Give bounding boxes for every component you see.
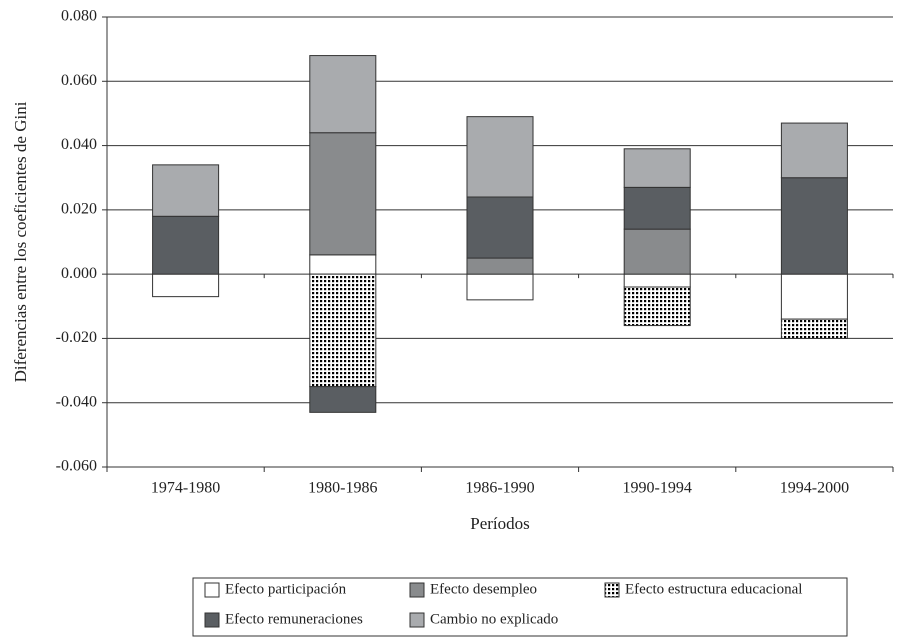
bar-segment bbox=[152, 273, 220, 298]
bar-segment bbox=[152, 164, 220, 217]
bar-segment bbox=[623, 186, 691, 230]
y-tick-label: 0.040 bbox=[61, 136, 97, 153]
legend-label: Efecto estructura educacional bbox=[625, 581, 802, 597]
bar-segment bbox=[780, 273, 848, 320]
legend-swatch bbox=[409, 582, 425, 598]
y-tick-label: 0.080 bbox=[61, 8, 97, 25]
y-axis-label: Diferencias entre los coeficientes de Gi… bbox=[11, 101, 30, 382]
bar-segment bbox=[466, 196, 534, 259]
legend-swatch bbox=[204, 582, 220, 598]
bar-segment bbox=[623, 273, 691, 288]
bar-segment bbox=[466, 273, 534, 301]
legend-swatch bbox=[204, 612, 220, 628]
y-tick-label: -0.060 bbox=[56, 458, 97, 475]
bar-segment bbox=[152, 215, 220, 275]
x-tick-label: 1974-1980 bbox=[151, 480, 220, 497]
bar-segment bbox=[623, 228, 691, 275]
bar-segment bbox=[309, 55, 377, 134]
x-axis-label: Períodos bbox=[470, 514, 530, 533]
y-tick-label: 0.020 bbox=[61, 201, 97, 218]
bar-segment bbox=[466, 257, 534, 275]
x-tick-label: 1994-2000 bbox=[780, 480, 849, 497]
y-tick-label: 0.000 bbox=[61, 265, 97, 282]
bar-segment bbox=[309, 254, 377, 275]
legend-box bbox=[192, 577, 848, 637]
legend-label: Efecto desempleo bbox=[430, 581, 537, 597]
bar-segment bbox=[780, 122, 848, 179]
x-tick-label: 1990-1994 bbox=[623, 480, 692, 497]
legend-label: Efecto participación bbox=[225, 581, 347, 597]
legend-label: Efecto remuneraciones bbox=[225, 611, 363, 627]
bar-segment bbox=[309, 386, 377, 413]
bar-segment bbox=[309, 273, 377, 388]
legend-swatch bbox=[409, 612, 425, 628]
legend-label: Cambio no explicado bbox=[430, 611, 558, 627]
y-tick-label: -0.040 bbox=[56, 393, 97, 410]
legend-swatch bbox=[604, 582, 620, 598]
x-tick-label: 1980-1986 bbox=[308, 480, 377, 497]
bar-segment bbox=[623, 148, 691, 188]
bar-segment bbox=[780, 318, 848, 339]
bar-segment bbox=[309, 132, 377, 256]
bar-segment bbox=[623, 286, 691, 327]
y-tick-label: 0.060 bbox=[61, 72, 97, 89]
bar-segment bbox=[780, 177, 848, 275]
bar-segment bbox=[466, 116, 534, 198]
x-tick-label: 1986-1990 bbox=[465, 480, 534, 497]
y-tick-label: -0.020 bbox=[56, 329, 97, 346]
